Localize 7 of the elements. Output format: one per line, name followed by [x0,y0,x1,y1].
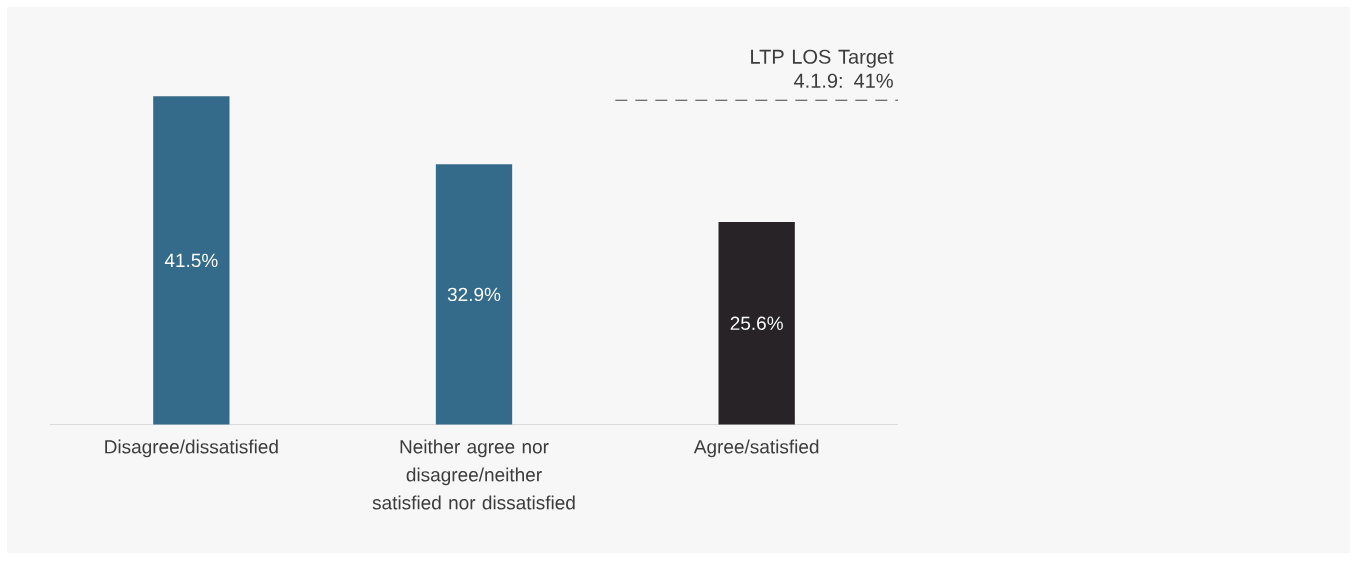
x-tick-label: Agree/satisfied [693,439,819,458]
x-tick-label: Disagree/dissatisfied [105,439,278,458]
data-label: 41.5% [164,253,218,268]
data-label: 25.6% [730,316,783,330]
x-tick-label: Neither agree nor disagree/neither satisfied nor dissatisfied [372,439,575,510]
data-label: 32.9% [447,287,501,302]
ref-line-label: LTP LOS Target 4.1.9: 41% [751,49,894,88]
